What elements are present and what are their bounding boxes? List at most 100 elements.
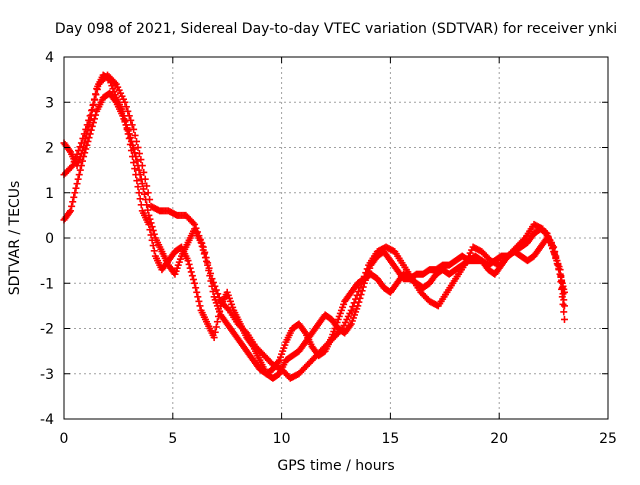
- data-marks: [60, 71, 568, 382]
- data-point: [135, 189, 143, 197]
- series-track-c: [60, 71, 568, 382]
- y-tick-label: 3: [45, 95, 54, 111]
- data-point: [133, 177, 141, 185]
- data-point: [212, 286, 220, 294]
- data-point: [558, 293, 566, 301]
- data-point: [204, 259, 212, 267]
- data-point: [274, 358, 282, 366]
- data-point: [560, 302, 568, 310]
- axis-ticks: [63, 56, 609, 420]
- data-point: [208, 275, 216, 283]
- data-point: [191, 279, 199, 287]
- data-point: [83, 141, 91, 149]
- data-point: [122, 103, 130, 111]
- data-point: [67, 207, 75, 215]
- data-point: [134, 183, 142, 191]
- data-point: [185, 260, 193, 268]
- data-point: [74, 175, 82, 183]
- data-point: [138, 162, 146, 170]
- y-tick-label: -3: [40, 367, 54, 383]
- data-point: [359, 276, 367, 284]
- data-point: [144, 206, 152, 214]
- y-tick-label: -1: [40, 276, 54, 292]
- data-point: [88, 107, 96, 115]
- data-point: [134, 144, 142, 151]
- y-tick-label: 0: [45, 231, 54, 247]
- data-point: [73, 150, 81, 158]
- data-point: [90, 96, 98, 104]
- data-point: [553, 260, 561, 268]
- data-point: [350, 299, 358, 307]
- data-point: [130, 145, 138, 153]
- data-point: [193, 288, 201, 296]
- data-point: [93, 85, 101, 93]
- data-point: [127, 116, 135, 124]
- data-point: [213, 318, 221, 326]
- data-point: [129, 141, 137, 149]
- data-point: [209, 278, 217, 286]
- data-point: [215, 294, 223, 302]
- data-point: [189, 275, 197, 283]
- data-point: [549, 244, 557, 252]
- data-point: [76, 143, 84, 151]
- data-point: [130, 125, 138, 133]
- data-point: [353, 291, 361, 299]
- data-point: [76, 166, 84, 174]
- data-point: [69, 162, 77, 170]
- data-point: [70, 193, 78, 201]
- data-point: [201, 248, 209, 256]
- data-point: [146, 196, 154, 204]
- data-point: [141, 190, 149, 198]
- data-point: [77, 162, 85, 170]
- data-point: [143, 182, 151, 190]
- data-point: [189, 219, 197, 227]
- data-point: [85, 116, 93, 124]
- data-point: [557, 278, 565, 286]
- data-point: [560, 308, 568, 316]
- data-point: [356, 284, 364, 292]
- data-point: [65, 147, 73, 155]
- data-point: [111, 79, 119, 87]
- data-point: [195, 297, 203, 305]
- data-point: [71, 189, 79, 197]
- data-point: [135, 166, 143, 174]
- data-point: [80, 153, 88, 161]
- data-point: [147, 219, 155, 227]
- data-point: [132, 153, 140, 161]
- data-point: [124, 107, 132, 115]
- data-point: [349, 303, 357, 311]
- data-point: [556, 270, 564, 278]
- data-point: [191, 220, 199, 228]
- data-point: [90, 115, 98, 123]
- data-point: [72, 184, 80, 192]
- data-point: [82, 145, 90, 153]
- data-point: [111, 97, 119, 105]
- data-point: [207, 269, 215, 277]
- data-point: [199, 243, 207, 251]
- data-point: [68, 202, 76, 210]
- data-point: [205, 264, 213, 272]
- data-point: [75, 147, 83, 155]
- data-point: [184, 257, 192, 265]
- tick-labels: 0 5 10 15 20 25 -4 -3 -2 -1 0 1 2 3 4: [40, 50, 617, 447]
- data-point: [83, 121, 91, 129]
- data-point: [357, 280, 365, 288]
- data-point: [211, 328, 219, 336]
- data-point: [85, 134, 93, 142]
- data-point: [209, 288, 217, 296]
- data-point: [194, 293, 202, 301]
- data-point: [547, 239, 555, 247]
- x-tick-label: 15: [381, 431, 399, 447]
- data-point: [135, 150, 143, 158]
- data-point: [196, 236, 204, 244]
- data-point: [362, 269, 370, 277]
- data-point: [125, 112, 133, 120]
- data-point: [136, 171, 144, 179]
- data-point: [130, 159, 138, 167]
- data-point: [145, 211, 153, 219]
- data-point: [558, 285, 566, 293]
- data-point: [146, 215, 154, 223]
- x-tick-label: 25: [599, 431, 617, 447]
- data-point: [133, 157, 141, 165]
- data-point: [92, 91, 100, 99]
